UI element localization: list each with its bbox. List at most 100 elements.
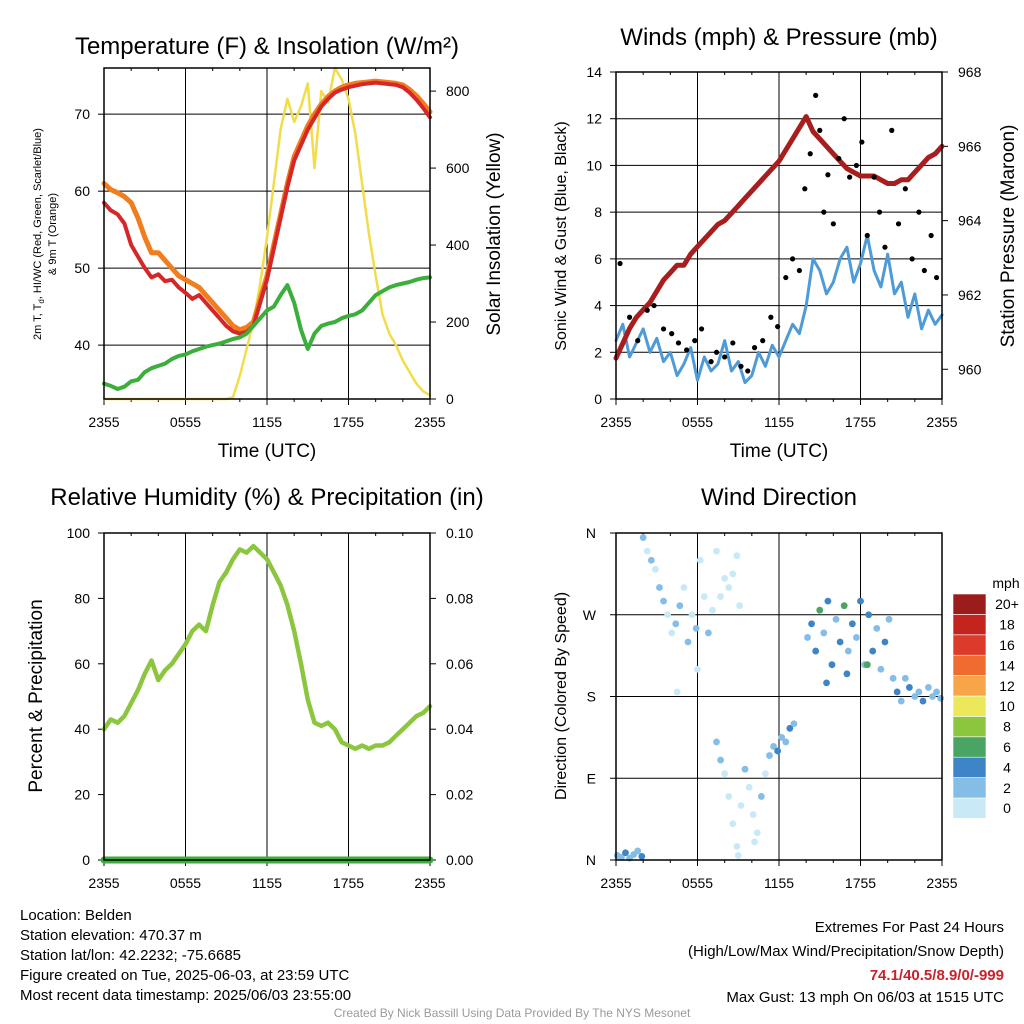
x-axis-label: Time (UTC) (218, 441, 317, 462)
wind-direction-point (725, 793, 733, 800)
x-tick-label: 1755 (845, 414, 876, 430)
y-tick-label: N (586, 852, 596, 868)
wind-direction-point (786, 724, 794, 732)
gust-point (902, 186, 908, 192)
x-tick-label: 1155 (764, 875, 794, 891)
y2-tick-label: 0.10 (446, 525, 473, 541)
gust-point (675, 340, 682, 346)
x-tick-label: 1755 (333, 414, 364, 430)
wind-direction-point (812, 647, 820, 655)
wind-direction-point (704, 629, 712, 637)
wind-direction-point (618, 853, 625, 861)
gust-point (813, 92, 819, 98)
y2-tick-label: 964 (958, 213, 982, 229)
wind-direction-point (639, 534, 647, 541)
x-tick-label: 1155 (252, 414, 282, 430)
wind-direction-point (824, 597, 832, 605)
wind-direction-point (694, 665, 701, 673)
y-tick-label: 60 (74, 656, 90, 672)
wind-direction-point (790, 720, 798, 728)
colorbar-label: 2 (1003, 780, 1011, 796)
max-gust-text: Max Gust: 13 mph On 06/03 at 1515 UTC (726, 989, 1004, 1006)
gust-point (635, 338, 641, 344)
wind-direction-point (836, 638, 844, 646)
wind-direction-point (729, 570, 737, 578)
wind-direction-point (672, 620, 680, 628)
chart-title: Relative Humidity (%) & Precipitation (i… (50, 484, 483, 511)
sonic-wind-line (614, 234, 944, 385)
y-axis-label-2: & 9m T (Orange) (47, 193, 59, 275)
relative-humidity-line (101, 543, 433, 752)
wind-direction-point (717, 593, 724, 600)
x-tick-label: 1755 (333, 875, 364, 891)
colorbar-label: 16 (999, 637, 1015, 653)
gust-point (825, 172, 831, 178)
x-tick-label: 0555 (682, 414, 713, 430)
wind-direction-point (664, 611, 672, 619)
colorbar-label: 14 (999, 657, 1015, 673)
y2-axis-label: Station Pressure (Maroon) (998, 125, 1019, 348)
wind-direction-point (651, 565, 659, 573)
x-tick-label: 2355 (600, 875, 631, 891)
gust-point (889, 127, 895, 133)
gust-point (713, 349, 720, 355)
x-tick-label: 2355 (88, 875, 119, 891)
y-tick-label: 100 (67, 525, 91, 541)
y-tick-label: 4 (594, 298, 602, 314)
colorbar-title: mph (992, 575, 1019, 591)
wind-direction-point (881, 638, 889, 646)
wind-direction-point (762, 770, 769, 778)
y-tick-label: 70 (74, 106, 90, 122)
gust-point (807, 151, 813, 157)
wind-direction-point (736, 602, 744, 610)
wind-direction-point (778, 733, 786, 741)
wind-direction-point (753, 829, 761, 837)
station-pressure-line (613, 114, 945, 361)
gust-point (830, 221, 836, 227)
wind-direction-point (700, 593, 708, 600)
y-tick-label: 0 (594, 391, 602, 407)
gust-point (859, 139, 865, 145)
wind-direction-point (725, 584, 733, 591)
wind-direction-point (656, 584, 663, 591)
y-axis-label: Direction (Colored By Speed) (553, 592, 570, 800)
wind-direction-point (933, 688, 940, 696)
wind-direction-point (749, 811, 757, 818)
wind-direction-point (889, 674, 897, 682)
gust-point (768, 314, 774, 320)
gust-point (876, 209, 883, 215)
wind-direction-point (893, 688, 901, 696)
wind-direction-point (911, 693, 919, 700)
latlon-text: Station lat/lon: 42.2232; -75.6685 (20, 947, 242, 964)
wind-direction-point (774, 747, 782, 755)
x-tick-label: 1755 (845, 875, 876, 891)
y-tick-label: 10 (586, 157, 602, 173)
wind-direction-point (713, 547, 720, 555)
wind-direction-point (721, 575, 729, 582)
gust-point (617, 260, 623, 267)
gust-point (847, 174, 853, 180)
wind-direction-point (865, 611, 873, 619)
extremes-values: 74.1/40.5/8.9/0/-999 (869, 967, 1004, 984)
wind-direction-point (692, 624, 700, 632)
y-tick-label: 12 (586, 111, 602, 127)
y-tick-label: 6 (594, 251, 602, 267)
gust-point (730, 340, 736, 346)
x-tick-label: 2355 (926, 414, 957, 430)
x-tick-label: 0555 (170, 414, 201, 430)
wind-direction-point (676, 602, 684, 610)
wind-direction-point (937, 694, 945, 702)
y-tick-label: 60 (74, 183, 90, 199)
gust-point (928, 232, 934, 239)
gust-point (895, 221, 902, 227)
gust-point (738, 363, 744, 369)
wind-direction-point (885, 615, 893, 623)
colorbar-label: 0 (1003, 800, 1011, 816)
gust-point (669, 331, 675, 337)
recent-data-text: Most recent data timestamp: 2025/06/03 2… (20, 987, 352, 1004)
wind-direction-point (751, 838, 758, 846)
dewpoint-line (102, 275, 432, 391)
chart-panel-3: 2355 0555 1155 1755 2355 Relative Humidity (%… (26, 484, 484, 891)
colorbar-label: 4 (1003, 759, 1011, 775)
